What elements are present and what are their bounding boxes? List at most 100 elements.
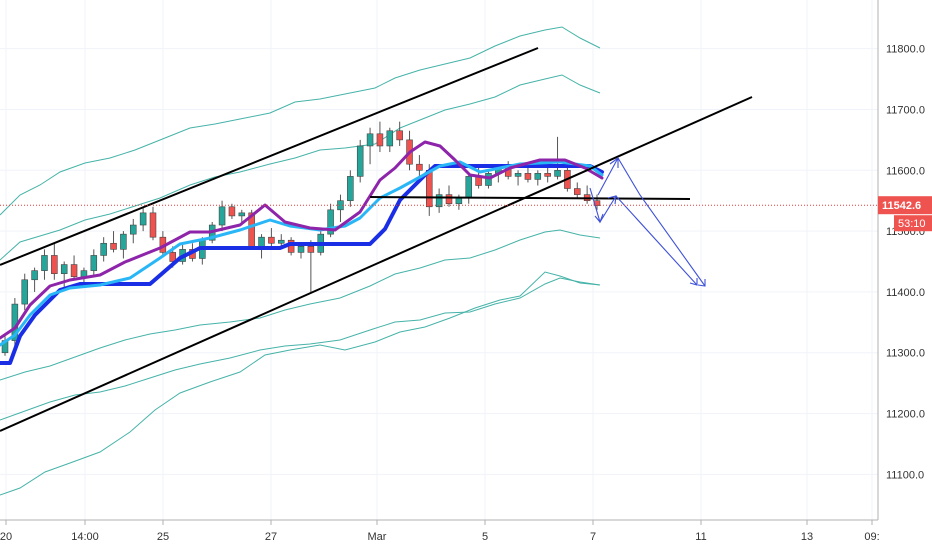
candle: [228, 203, 236, 219]
arrowhead-lower-left: [594, 213, 604, 224]
time-axis-labels[interactable]: 20 14:00 25 27 Mar 5 7 11 13 09:: [0, 520, 880, 543]
candle: [31, 267, 38, 292]
time-tick-label: 14:00: [71, 531, 99, 543]
price-tick-label: 11700.0: [886, 104, 925, 116]
candle: [435, 188, 443, 213]
candle: [416, 155, 423, 177]
candle: [120, 231, 127, 259]
time-tick-label: 27: [265, 531, 277, 543]
candle: [218, 200, 226, 232]
candle: [366, 127, 374, 165]
candle-body: [70, 264, 78, 278]
candle-body: [514, 173, 522, 177]
candle-body: [130, 224, 137, 235]
candle-body: [416, 163, 423, 171]
indicator-bands: [0, 26, 601, 496]
candle-body: [376, 133, 384, 147]
support-horizontal-line: [369, 196, 691, 200]
candle: [337, 194, 344, 222]
channel-lower-trendline: [0, 96, 753, 432]
candle-body: [455, 197, 463, 205]
candle: [554, 136, 561, 180]
time-tick-label: 25: [157, 531, 169, 543]
candle: [386, 127, 394, 153]
arrowhead-upper-left: [609, 156, 619, 168]
arrowhead-upper-right: [697, 279, 706, 287]
candle: [544, 167, 551, 183]
candle-body: [110, 242, 117, 250]
candle-body: [100, 242, 107, 256]
candle-body: [445, 194, 453, 205]
candle-body: [41, 255, 48, 271]
candle-body: [554, 169, 561, 177]
candle: [376, 121, 384, 153]
candle: [534, 170, 542, 186]
candle: [524, 167, 532, 183]
time-tick-label: 7: [590, 531, 596, 543]
arrowhead-lower-mid: [607, 195, 617, 205]
band-upper-inner: [0, 74, 601, 261]
candle-body: [534, 173, 542, 180]
price-axis-labels: 11100.011200.011300.011400.011500.011600…: [886, 44, 925, 482]
ma-fast-line: [0, 140, 604, 340]
candle: [90, 249, 98, 277]
price-tick-label: 11400.0: [886, 287, 925, 299]
candle-body: [31, 270, 38, 281]
candle-body: [327, 209, 334, 235]
candle: [514, 170, 522, 186]
candle: [149, 206, 157, 241]
candle-body: [544, 173, 551, 177]
candle: [51, 243, 58, 280]
price-tick-label: 11300.0: [886, 348, 925, 360]
time-tick-label: 5: [482, 531, 488, 543]
candle-body: [169, 252, 176, 262]
time-tick-label: 09:: [864, 531, 879, 543]
band-lower-outer: [0, 271, 601, 496]
candle: [574, 182, 581, 198]
candle-body: [21, 279, 28, 305]
candle-body: [60, 264, 68, 274]
candle-body: [258, 236, 265, 247]
price-tick-label: 11100.0: [886, 469, 924, 481]
candle-body: [347, 176, 354, 202]
candle-body: [386, 130, 394, 147]
candle-body: [218, 206, 226, 226]
last-price-box: [878, 196, 932, 215]
candle-body: [90, 255, 98, 271]
last-price-value: 11542.6: [882, 200, 921, 212]
band-lower-middle: [0, 277, 601, 421]
candle: [268, 228, 275, 247]
candle: [130, 218, 137, 244]
projection-arrows: [589, 156, 706, 287]
band-upper-outer: [0, 26, 601, 216]
candle: [485, 170, 492, 189]
candle-body: [51, 255, 58, 274]
time-tick-label: 20: [0, 531, 12, 543]
price-tick-label: 11600.0: [886, 165, 925, 177]
candle-body: [485, 173, 492, 186]
time-tick-label: 13: [801, 531, 813, 543]
candle-body: [524, 173, 532, 180]
channel-upper-trendline: [0, 47, 539, 266]
band-lower-inner: [0, 229, 601, 381]
candle: [139, 206, 147, 232]
candle: [100, 237, 107, 262]
candle: [60, 261, 68, 289]
candle: [110, 231, 117, 253]
candle-body: [337, 200, 344, 211]
price-tick-label: 11800.0: [886, 44, 925, 56]
candle-body: [268, 236, 275, 244]
price-axis-area[interactable]: [878, 0, 932, 550]
countdown-value: 53:10: [898, 218, 926, 230]
gridlines: [0, 0, 878, 520]
candle-body: [307, 246, 315, 253]
candle-body: [149, 212, 157, 238]
candle-body: [228, 206, 236, 217]
candle-body: [356, 145, 364, 177]
last-price-badge: 11542.6 53:10: [878, 196, 932, 232]
candle-body: [278, 239, 285, 244]
projection-path-upper: [597, 156, 706, 287]
